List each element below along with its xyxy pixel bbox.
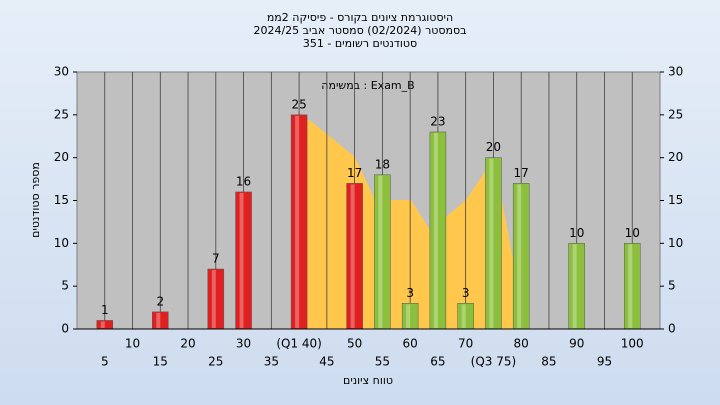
x-tick-label: 35 bbox=[264, 355, 279, 369]
bar-highlight bbox=[350, 184, 355, 328]
x-tick-label: (Q1 40) bbox=[276, 337, 322, 351]
x-tick-label: 70 bbox=[458, 337, 473, 351]
x-tick-label: 45 bbox=[319, 355, 334, 369]
x-tick-label: 20 bbox=[180, 337, 195, 351]
bar-highlight bbox=[517, 184, 522, 328]
x-tick-label: 25 bbox=[208, 355, 223, 369]
x-tick-label: 80 bbox=[514, 337, 529, 351]
y2-tick-label: 30 bbox=[668, 65, 683, 79]
x-tick-label: 60 bbox=[403, 337, 418, 351]
x-tick-label: 15 bbox=[153, 355, 168, 369]
x-axis-label: טווח ציונים bbox=[343, 374, 393, 387]
data-label: 25 bbox=[291, 97, 306, 111]
y2-tick-label: 20 bbox=[668, 150, 683, 164]
x-tick-label: 5 bbox=[101, 355, 109, 369]
y-axis-label: מספר סטודנטים bbox=[29, 162, 42, 238]
y-tick-label: 5 bbox=[61, 279, 69, 293]
bar-highlight bbox=[489, 158, 494, 328]
x-tick-label: 65 bbox=[430, 355, 445, 369]
x-tick-label: 90 bbox=[569, 337, 584, 351]
title-line: בסמסטר (02/2024) סמסטר אביב 2024/25 bbox=[253, 24, 466, 37]
data-label: 17 bbox=[514, 166, 529, 180]
x-tick-label: (Q3 75) bbox=[471, 355, 517, 369]
bar-highlight bbox=[378, 175, 383, 328]
bar-highlight bbox=[239, 192, 244, 328]
x-tick-label: 55 bbox=[375, 355, 390, 369]
y2-tick-label: 15 bbox=[668, 193, 683, 207]
y-tick-label: 10 bbox=[54, 236, 69, 250]
title-line: סטודנטים רשומים - 351 bbox=[303, 37, 417, 50]
bar-highlight bbox=[628, 244, 633, 328]
bar-highlight bbox=[461, 304, 466, 328]
y2-tick-label: 5 bbox=[668, 279, 676, 293]
bar-highlight bbox=[156, 312, 161, 328]
y-tick-label: 20 bbox=[54, 150, 69, 164]
data-label: 16 bbox=[236, 174, 251, 188]
x-tick-label: 95 bbox=[597, 355, 612, 369]
x-tick-label: 100 bbox=[621, 337, 644, 351]
x-tick-label: 30 bbox=[236, 337, 251, 351]
data-label: 7 bbox=[212, 252, 220, 266]
bar-highlight bbox=[433, 132, 438, 328]
bar-highlight bbox=[211, 270, 216, 328]
bar-highlight bbox=[100, 321, 105, 328]
bar-highlight bbox=[406, 304, 411, 328]
x-tick-label: 50 bbox=[347, 337, 362, 351]
y-tick-label: 15 bbox=[54, 193, 69, 207]
data-label: 1 bbox=[101, 303, 109, 317]
y-tick-label: 30 bbox=[54, 65, 69, 79]
y-tick-label: 0 bbox=[61, 322, 69, 336]
x-tick-label: 85 bbox=[541, 355, 556, 369]
data-label: 3 bbox=[462, 286, 470, 300]
data-label: 3 bbox=[406, 286, 414, 300]
data-label: 17 bbox=[347, 166, 362, 180]
data-label: 18 bbox=[375, 157, 390, 171]
bar-highlight bbox=[295, 115, 300, 328]
title-line: היסטוגרמת ציונים בקורס - פיסיקה 2ממ bbox=[267, 11, 453, 24]
y2-tick-label: 0 bbox=[668, 322, 676, 336]
data-label: 10 bbox=[625, 226, 640, 240]
y2-tick-label: 25 bbox=[668, 107, 683, 121]
y-tick-label: 25 bbox=[54, 107, 69, 121]
data-label: 23 bbox=[430, 114, 445, 128]
bar-highlight bbox=[572, 244, 577, 328]
annotation: במשימה : Exam_B bbox=[321, 79, 414, 92]
data-label: 20 bbox=[486, 140, 501, 154]
data-label: 10 bbox=[569, 226, 584, 240]
data-label: 2 bbox=[156, 294, 164, 308]
y2-tick-label: 10 bbox=[668, 236, 683, 250]
x-tick-label: 10 bbox=[125, 337, 140, 351]
